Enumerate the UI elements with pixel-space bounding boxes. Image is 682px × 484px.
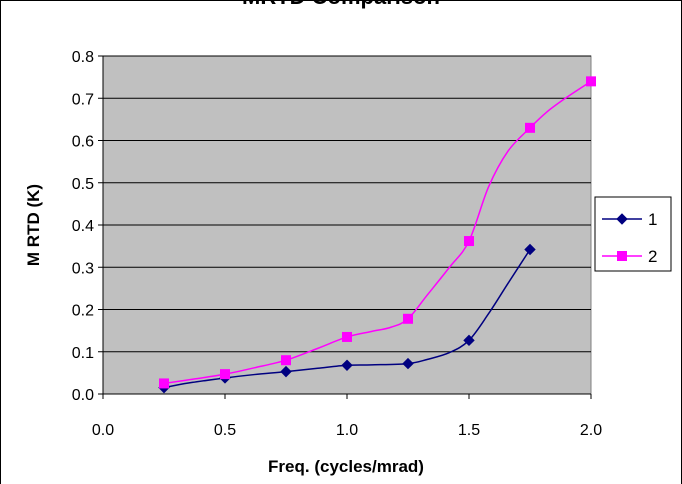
data-point (403, 313, 413, 324)
legend-marker (616, 213, 628, 225)
legend-marker (617, 251, 627, 261)
y-tick-label: 0.3 (72, 260, 94, 277)
y-tick-label: 0.1 (72, 345, 94, 362)
series-layer (158, 76, 596, 394)
y-tick-label: 0.0 (72, 387, 94, 404)
legend-box (594, 196, 672, 272)
data-point (281, 355, 291, 366)
data-point (220, 369, 230, 380)
y-tick-label: 0.8 (72, 49, 94, 66)
data-point (159, 378, 169, 389)
y-tick-label: 0.6 (72, 134, 94, 151)
data-point (463, 334, 475, 347)
legend: 12 (594, 196, 672, 272)
legend-label: 2 (648, 247, 657, 266)
data-point (342, 331, 352, 342)
legend-label: 1 (648, 210, 657, 229)
x-tick-label: 0.5 (214, 422, 236, 439)
x-tick-label: 1.0 (336, 422, 358, 439)
y-tick-label: 0.2 (72, 303, 94, 320)
series-line (163, 249, 531, 389)
y-axis-label: M RTD (K) (24, 184, 43, 266)
x-tick-label: 0.0 (92, 422, 114, 439)
data-point (402, 357, 414, 370)
data-point (524, 243, 536, 256)
legend-entry-2: 2 (602, 247, 657, 266)
x-tick-label: 1.5 (458, 422, 480, 439)
data-point (525, 122, 535, 133)
gridlines (103, 55, 591, 353)
data-point (341, 359, 353, 371)
series-2 (159, 76, 596, 389)
y-tick-label: 0.4 (72, 218, 94, 235)
y-tick-label: 0.5 (72, 176, 94, 193)
data-point (280, 365, 292, 378)
y-axis-ticks: 0.0 0.1 0.2 0.3 0.4 0.5 0.6 0.7 0.8 (72, 49, 103, 404)
data-point (586, 76, 596, 87)
x-tick-label: 2.0 (580, 422, 602, 439)
y-tick-label: 0.7 (72, 91, 94, 108)
x-axis-ticks: 0.0 0.5 1.0 1.5 2.0 (92, 394, 602, 439)
data-point (464, 236, 474, 247)
legend-entry-1: 1 (602, 210, 657, 229)
x-axis-label: Freq. (cycles/mrad) (268, 457, 424, 476)
